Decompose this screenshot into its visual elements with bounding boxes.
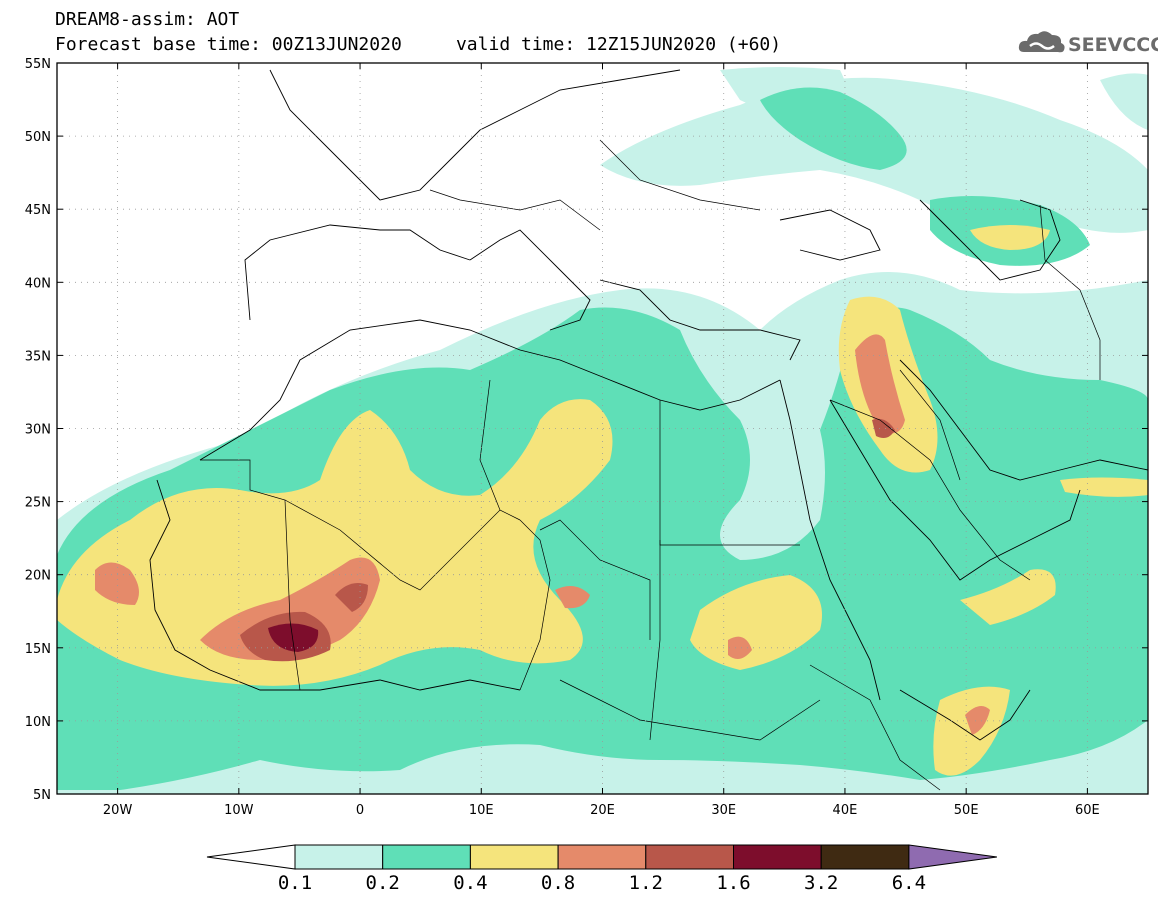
- colorbar-label: 1.6: [716, 872, 750, 894]
- border-segment: [284, 499, 521, 591]
- aot-level-0-4: [57, 225, 1148, 776]
- lon-tick-label: 50E: [954, 803, 979, 818]
- colorbar-bin: [557, 844, 647, 870]
- lat-tick-label: 40N: [25, 276, 51, 291]
- lon-tick-label: 0: [356, 803, 364, 818]
- colorbar-bin: [645, 844, 734, 870]
- black-sea-coast: [779, 209, 881, 261]
- lon-tick-label: 10E: [469, 803, 494, 818]
- border-segment: [200, 459, 301, 691]
- italy-coast: [469, 229, 591, 331]
- colorbar-bin: [382, 844, 471, 870]
- lon-tick-label: 10W: [224, 803, 254, 818]
- border-segment: [559, 679, 821, 741]
- north-africa-coast: [199, 319, 781, 461]
- aot-colorbar: [206, 844, 997, 870]
- persian-gulf-coast: [899, 359, 1148, 481]
- border-segment: [539, 519, 651, 640]
- coastlines: [149, 69, 1148, 741]
- colorbar-bin: [820, 844, 910, 870]
- border-segment: [479, 379, 501, 511]
- lat-tick-label: 25N: [25, 496, 51, 511]
- lat-tick-label: 10N: [25, 715, 51, 730]
- border-segment: [599, 139, 761, 211]
- colorbar-labels: 0.1 0.2 0.4 0.8 1.2 1.6 3.2 6.4: [278, 872, 926, 894]
- colorbar-label: 0.8: [541, 872, 575, 894]
- lon-tick-label: 20W: [103, 803, 133, 818]
- border-segment: [1039, 204, 1101, 380]
- iberia-coast: [244, 224, 471, 321]
- colorbar-label: 6.4: [892, 872, 926, 894]
- africa-west-coast: [149, 479, 521, 691]
- logo-text: SEEVCCC: [1068, 34, 1158, 56]
- colorbar-label: 1.2: [629, 872, 663, 894]
- lat-tick-label: 55N: [25, 57, 51, 72]
- cloud-logo-icon: SEEVCCC: [1018, 31, 1164, 56]
- colorbar-label: 3.2: [804, 872, 838, 894]
- border-segment: [899, 369, 961, 481]
- longitude-labels: 20W 10W 0 10E 20E 30E 40E 50E 60E: [103, 803, 1100, 818]
- border-segment: [649, 540, 661, 741]
- lat-tick-label: 35N: [25, 349, 51, 364]
- map-title: DREAM8-assim: AOT: [55, 9, 240, 30]
- lon-tick-label: 30E: [711, 803, 736, 818]
- colorbar-label: 0.4: [453, 872, 487, 894]
- lat-tick-label: 15N: [25, 642, 51, 657]
- arabia-coast: [829, 399, 1081, 581]
- lat-tick-label: 5N: [33, 788, 51, 803]
- border-segment: [809, 664, 941, 791]
- border-segment: [429, 189, 601, 231]
- forecast-time-line: Forecast base time: 00Z13JUN2020 valid t…: [55, 34, 782, 55]
- colorbar-bin: [294, 844, 384, 870]
- seevccc-logo: SEEVCCC: [1018, 24, 1164, 58]
- border-segment: [829, 399, 1031, 581]
- lat-tick-label: 30N: [25, 423, 51, 438]
- horn-coast: [899, 689, 1031, 741]
- border-segment: [519, 519, 551, 691]
- colorbar-low-arrow: [206, 844, 296, 870]
- aot-level-1-6: [268, 623, 319, 652]
- country-borders: [200, 139, 1101, 791]
- lat-tick-label: 45N: [25, 203, 51, 218]
- colorbar-label: 0.1: [278, 872, 312, 894]
- colorbar-bin: [469, 844, 559, 870]
- colorbar-label: 0.2: [366, 872, 400, 894]
- lon-tick-label: 20E: [590, 803, 615, 818]
- lon-tick-label: 60E: [1075, 803, 1100, 818]
- lat-tick-label: 50N: [25, 130, 51, 145]
- caspian-coast: [919, 199, 1061, 281]
- lat-tick-label: 20N: [25, 569, 51, 584]
- europe-north-coast: [269, 69, 681, 201]
- aot-field: [57, 67, 1148, 794]
- axis-ticks: [57, 62, 1148, 795]
- lon-tick-label: 40E: [833, 803, 858, 818]
- latitude-labels: 55N 50N 45N 40N 35N 30N 25N 20N 15N 10N 5N: [25, 57, 51, 803]
- colorbar-bin: [733, 844, 822, 870]
- balkan-turkey-coast: [599, 279, 801, 361]
- red-sea-west-coast: [779, 379, 881, 701]
- colorbar-high-arrow: [908, 844, 997, 870]
